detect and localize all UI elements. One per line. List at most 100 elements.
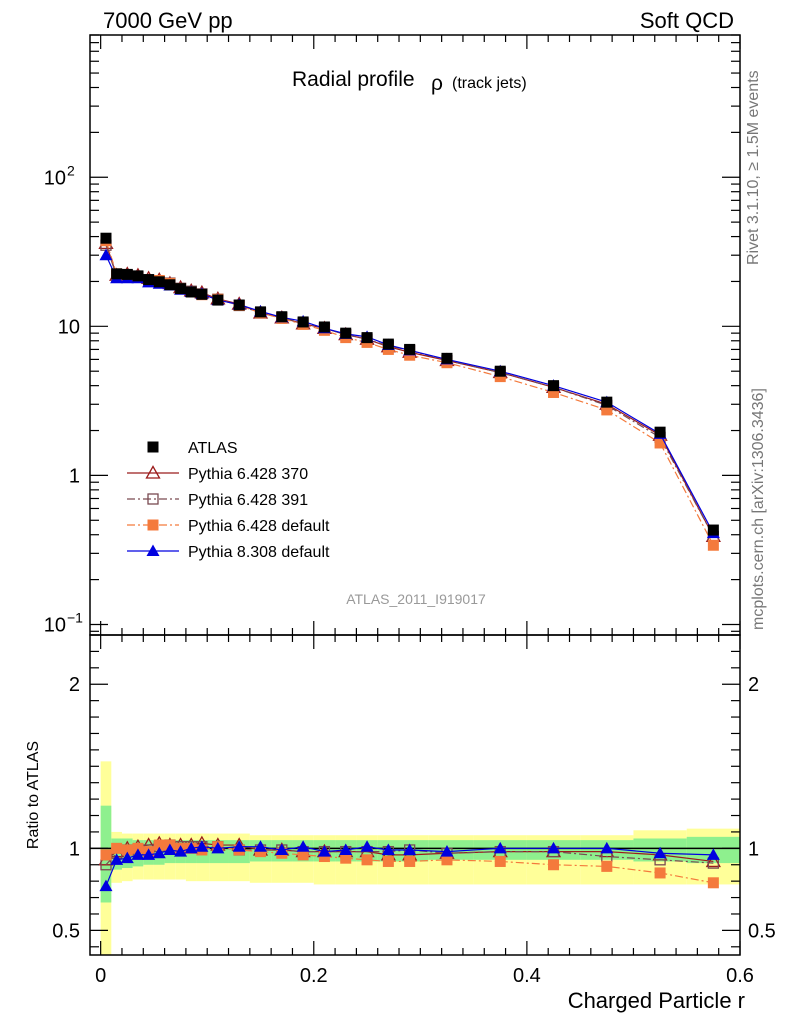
ratio-point-pythia-6-428-default bbox=[111, 842, 123, 854]
chart-title-suffix: (track jets) bbox=[452, 75, 527, 92]
legend-marker-pythia-6-428-default bbox=[147, 519, 159, 531]
data-point-atlas bbox=[340, 327, 352, 339]
ratio-point-pythia-6-428-default bbox=[441, 854, 453, 866]
ratio-point-pythia-8-308-default bbox=[296, 840, 310, 852]
ratio-point-pythia-8-308-default bbox=[653, 846, 667, 859]
data-point-atlas bbox=[100, 232, 112, 244]
data-point-atlas bbox=[143, 274, 155, 286]
data-point-atlas bbox=[175, 283, 187, 295]
x-axis-label: Charged Particle r bbox=[568, 988, 745, 1013]
legend-marker-pythia-6-428-370 bbox=[145, 465, 161, 479]
ratio-point-pythia-6-428-default bbox=[297, 849, 309, 861]
data-point-atlas bbox=[233, 299, 245, 311]
ratio-point-pythia-6-428-default bbox=[340, 852, 352, 864]
ratio-point-pythia-6-428-default bbox=[382, 855, 394, 867]
data-point-atlas bbox=[164, 279, 176, 291]
ratio-point-pythia-8-308-default bbox=[706, 848, 720, 860]
ratio-point-pythia-8-308-default bbox=[174, 845, 188, 857]
ratio-point-pythia-8-308-default bbox=[232, 840, 246, 852]
ratio-point-pythia-8-308-default bbox=[547, 841, 561, 854]
ratio-point-pythia-8-308-default bbox=[493, 841, 507, 854]
ratio-point-pythia-8-308-default bbox=[195, 840, 209, 852]
data-point-atlas bbox=[297, 316, 309, 328]
y-tick-exponent: −1 bbox=[67, 609, 83, 625]
mcplots-label: mcplots.cern.ch [arXiv:1306.3436] bbox=[750, 388, 767, 630]
data-point-atlas bbox=[382, 338, 394, 350]
main-series-layer bbox=[98, 232, 721, 551]
data-point-atlas bbox=[654, 426, 666, 438]
x-tick-label: 0.6 bbox=[726, 965, 754, 987]
ratio-point-pythia-8-308-default bbox=[142, 848, 156, 860]
ratio-point-pythia-8-308-default bbox=[339, 843, 353, 855]
data-point-atlas bbox=[361, 332, 373, 344]
ratio-point-pythia-8-308-default bbox=[99, 879, 113, 892]
data-point-pythia-6-428-default bbox=[654, 437, 666, 449]
legend-label-pythia-8-308-default: Pythia 8.308 default bbox=[188, 544, 330, 561]
header-right: Soft QCD bbox=[639, 8, 734, 33]
data-point-pythia-6-428-default bbox=[601, 404, 613, 416]
chart-title: Radial profile bbox=[292, 68, 415, 91]
data-point-pythia-6-428-default bbox=[548, 386, 560, 398]
ratio-y-tick-label-right: 2 bbox=[748, 674, 759, 696]
ratio-point-pythia-6-428-default bbox=[121, 844, 133, 856]
ratio-point-pythia-6-428-default bbox=[494, 855, 506, 867]
legend-label-pythia-6-428-default: Pythia 6.428 default bbox=[188, 518, 330, 535]
legend: ATLAS Pythia 6.428 370 Pythia 6.428 391 Pyt… bbox=[127, 440, 330, 561]
ratio-y-axis-label: Ratio to ATLAS bbox=[25, 741, 42, 849]
ratio-band-inner bbox=[428, 840, 474, 860]
data-point-pythia-6-428-default bbox=[707, 539, 719, 551]
ratio-point-pythia-8-308-default bbox=[163, 843, 177, 855]
legend-label-pythia-6-428-370: Pythia 6.428 370 bbox=[188, 466, 308, 483]
y-tick-exponent: 2 bbox=[67, 162, 75, 178]
y-tick-label: 10 bbox=[58, 316, 80, 338]
ratio-point-pythia-6-428-default bbox=[153, 839, 165, 851]
ratio-point-pythia-6-428-default bbox=[601, 860, 613, 872]
ratio-point-pythia-8-308-default bbox=[211, 841, 225, 854]
y-tick-label: 10 bbox=[44, 614, 66, 636]
data-point-atlas bbox=[441, 352, 453, 364]
ratio-point-pythia-6-428-default bbox=[548, 859, 560, 871]
ratio-point-pythia-8-308-default bbox=[403, 843, 417, 855]
ratio-y-tick-label-right: 0.5 bbox=[748, 920, 776, 942]
data-point-atlas bbox=[121, 268, 133, 280]
ratio-point-pythia-6-428-default bbox=[132, 842, 144, 854]
data-point-atlas bbox=[196, 288, 208, 300]
y-tick-label: 1 bbox=[69, 465, 80, 487]
data-point-atlas bbox=[254, 306, 266, 318]
ratio-point-pythia-6-428-370 bbox=[705, 853, 721, 868]
legend-label-atlas: ATLAS bbox=[188, 440, 238, 457]
ratio-point-pythia-8-308-default bbox=[120, 851, 134, 864]
data-point-atlas bbox=[132, 270, 144, 282]
ratio-point-pythia-8-308-default bbox=[131, 848, 145, 860]
y-tick-label: 10 bbox=[44, 167, 66, 189]
rivet-version-label: Rivet 3.1.10, ≥ 1.5M events bbox=[745, 70, 762, 265]
ratio-point-pythia-6-428-default bbox=[707, 877, 719, 889]
data-point-atlas bbox=[601, 396, 613, 408]
ratio-point-pythia-6-428-default bbox=[654, 867, 666, 879]
ratio-point-pythia-8-308-default bbox=[360, 840, 374, 852]
data-point-atlas bbox=[404, 343, 416, 355]
ratio-y-tick-label: 0.5 bbox=[52, 920, 80, 942]
ratio-point-pythia-6-428-default bbox=[404, 855, 416, 867]
data-point-atlas bbox=[111, 268, 123, 280]
ratio-line-pythia-6-428-default bbox=[105, 844, 714, 884]
data-point-atlas bbox=[548, 380, 560, 392]
data-point-atlas bbox=[212, 294, 224, 306]
x-tick-label: 0.2 bbox=[300, 965, 328, 987]
legend-marker-pythia-6-428-391 bbox=[147, 493, 159, 505]
ratio-point-pythia-8-308-default bbox=[275, 843, 289, 855]
legend-label-pythia-6-428-391: Pythia 6.428 391 bbox=[188, 492, 308, 509]
ratio-point-pythia-8-308-default bbox=[440, 845, 454, 857]
data-point-atlas bbox=[318, 321, 330, 333]
ratio-point-pythia-8-308-default bbox=[152, 846, 166, 859]
x-tick-label: 0 bbox=[95, 965, 106, 987]
data-point-atlas bbox=[276, 311, 288, 323]
header-left: 7000 GeV pp bbox=[103, 8, 233, 33]
x-tick-label: 0.4 bbox=[513, 965, 541, 987]
data-point-atlas bbox=[185, 286, 197, 298]
ratio-point-pythia-6-428-default bbox=[361, 854, 373, 866]
ratio-point-pythia-8-308-default bbox=[600, 841, 614, 854]
ratio-y-tick-label: 2 bbox=[69, 674, 80, 696]
analysis-label: ATLAS_2011_I919017 bbox=[346, 591, 486, 607]
